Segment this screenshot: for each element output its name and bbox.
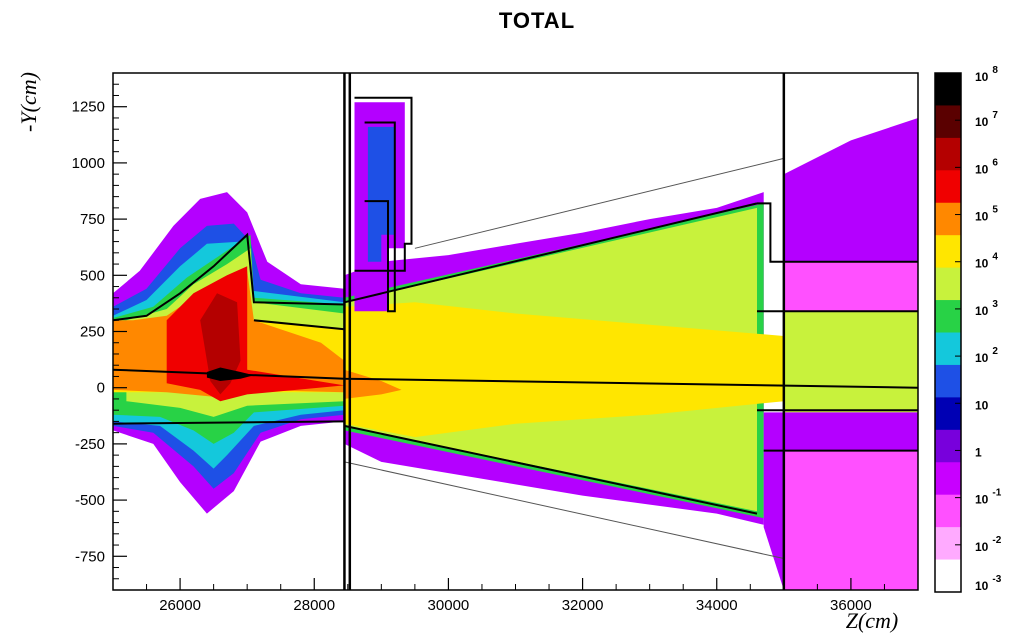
y-tick-label: 1250	[72, 99, 105, 116]
colorbar-label: 10 8	[975, 65, 998, 84]
geometry-shield-top	[757, 202, 918, 263]
y-tick-label: 1000	[72, 155, 105, 172]
colorbar-swatch	[935, 267, 961, 301]
geometry-upper-box-inner	[364, 121, 396, 313]
region-far-end-pink-lower	[783, 450, 918, 590]
colorbar-swatch	[935, 364, 961, 398]
region-downstream-orange-core	[344, 369, 402, 399]
y-tick-label: 750	[80, 211, 105, 228]
y-tick-label: -500	[75, 492, 105, 509]
axes: 26000 28000 30000 32000 34000 36000 -750 -500 -2…	[72, 72, 919, 614]
colorbar-label-exponent: -2	[992, 535, 1001, 546]
colorbar-swatch	[935, 105, 961, 139]
x-tick-label: 36000	[830, 597, 872, 614]
region-upstream-darkred	[200, 293, 241, 395]
geometry-outer-top-thin	[414, 157, 784, 249]
colorbar-label: 10 6	[975, 157, 998, 176]
x-tick-label: 28000	[293, 597, 335, 614]
colorbar-label: 10 5	[975, 205, 998, 224]
geometry-upstream-inner-top	[253, 319, 345, 331]
colorbar-label: 10 -2	[975, 535, 1002, 554]
colorbar-swatch	[935, 235, 961, 269]
colorbar-swatch	[935, 332, 961, 366]
geometry-downstream-bottom-edge	[344, 424, 758, 515]
colorbar-label-exponent: 6	[992, 157, 998, 168]
colorbar-frame	[934, 72, 962, 593]
x-axis-title: Z(cm)	[846, 608, 899, 633]
colorbar-swatch	[935, 462, 961, 496]
colorbar-label: 1	[975, 446, 982, 460]
colorbar-swatch	[935, 494, 961, 528]
colorbar-swatch	[935, 73, 961, 107]
colorbar-swatch	[935, 527, 961, 561]
colorbar-label-exponent: 4	[992, 252, 998, 263]
geometry-upstream-top-outline	[113, 232, 345, 322]
colorbar-swatch	[935, 170, 961, 204]
colorbar-label-exponent: -1	[992, 488, 1001, 499]
colorbar-label: 10 -1	[975, 488, 1002, 507]
colorbar-label-exponent: 3	[992, 299, 998, 310]
colorbar-label: 10	[975, 398, 989, 412]
geometry-upper-box-outer	[354, 96, 413, 272]
colorbar-swatch	[935, 137, 961, 171]
y-tick-label: -750	[75, 548, 105, 565]
colorbar-label: 10 4	[975, 252, 998, 271]
colorbar-label-exponent: 7	[992, 110, 998, 121]
colorbar-label-exponent: 8	[992, 65, 998, 76]
x-tick-label: 26000	[159, 597, 201, 614]
colorbar-swatch	[935, 397, 961, 431]
colorbar-label-exponent: 5	[992, 205, 998, 216]
y-tick-label: 0	[97, 380, 105, 397]
chart-title: TOTAL	[499, 8, 575, 33]
y-axis-title: -Y(cm)	[16, 72, 41, 132]
region-downstream-yellow	[344, 302, 784, 438]
colorbar-label-exponent: -3	[992, 574, 1001, 585]
colorbar-label-exponent: 2	[992, 346, 998, 357]
x-tick-label: 34000	[696, 597, 738, 614]
colorbar-swatch	[935, 559, 961, 593]
colorbar-swatch	[935, 300, 961, 334]
geometry-upstream-bottom-outline	[113, 420, 345, 425]
colorbar-label: 10 3	[975, 299, 998, 318]
x-tick-label: 32000	[562, 597, 604, 614]
y-tick-label: 500	[80, 267, 105, 284]
colorbar-swatch	[935, 429, 961, 463]
geometry-outer-bottom-thin	[344, 461, 784, 559]
x-tick-label: 30000	[428, 597, 470, 614]
plot-area	[113, 73, 918, 590]
colorbar-swatch	[935, 202, 961, 236]
colorbar-label: 10 -3	[975, 574, 1002, 593]
y-tick-label: 250	[80, 324, 105, 341]
colorbar-label: 10 7	[975, 110, 998, 129]
region-far-end-halo-upper	[783, 118, 918, 262]
y-tick-label: -250	[75, 436, 105, 453]
region-far-end-pink-upper	[783, 261, 918, 312]
geometry-downstream-top-edge	[344, 202, 758, 304]
region-far-end-lime-band	[783, 311, 918, 413]
colorbar-label: 10 2	[975, 346, 998, 365]
